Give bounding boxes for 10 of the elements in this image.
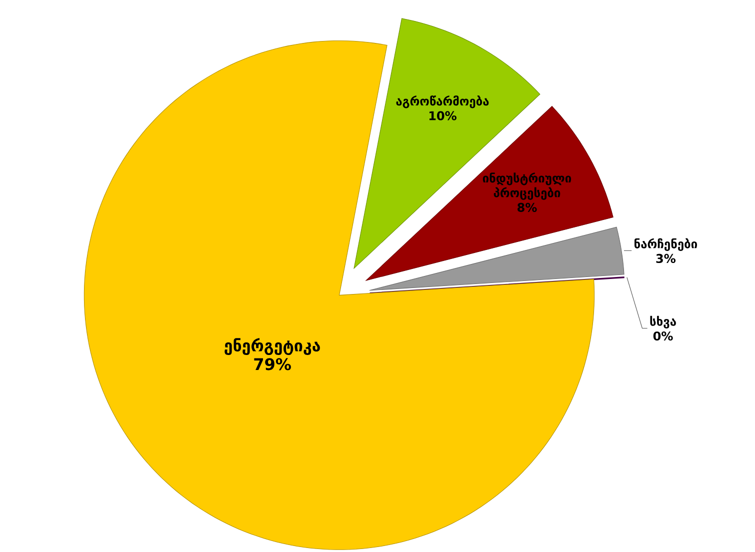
data-label: 79% bbox=[254, 358, 291, 370]
data-label: 8% bbox=[518, 202, 537, 212]
text: 0% bbox=[653, 331, 673, 340]
slice-label: ენერგეტიკა bbox=[224, 338, 320, 355]
slice-label: აგროწარმოება bbox=[396, 95, 489, 108]
slice-label: ნარჩენები bbox=[634, 238, 698, 251]
data-label: 3% bbox=[656, 254, 676, 263]
data-label: 10% bbox=[429, 111, 456, 120]
category-label: სხვა bbox=[650, 316, 676, 328]
slice-label: ინდუსტრიული პროცესები bbox=[482, 172, 572, 200]
